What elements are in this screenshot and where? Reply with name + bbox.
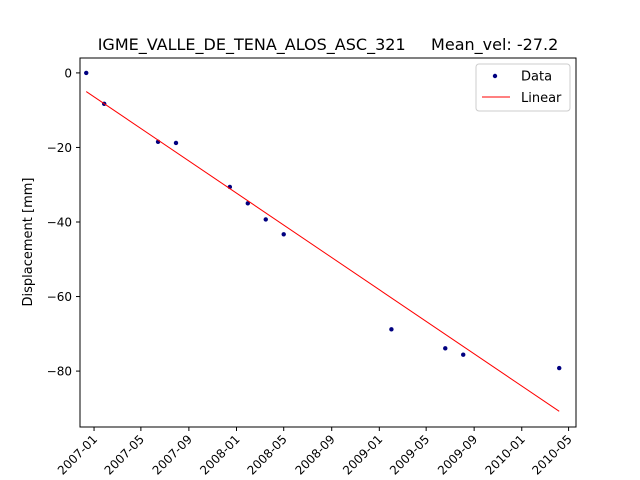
x-tick-label: 2008-09 <box>292 432 337 477</box>
data-point-11 <box>557 365 562 371</box>
y-tick-label: −40 <box>47 216 72 230</box>
y-axis-label: Displacement [mm] <box>21 178 36 307</box>
data-point-7 <box>281 232 286 237</box>
series-line-linear <box>85 91 560 412</box>
y-axis: 0 −20 −40 −60 −80 <box>47 66 80 379</box>
legend-marker-data <box>492 73 498 79</box>
plot-layer <box>84 70 562 412</box>
data-point-6 <box>263 217 268 222</box>
data-point-9 <box>443 346 448 351</box>
x-tick-label: 2009-05 <box>387 432 432 477</box>
legend-label-linear: Linear <box>521 91 562 106</box>
data-point-5 <box>245 201 250 206</box>
x-tick-label: 2008-01 <box>197 432 242 477</box>
data-point-8 <box>389 327 394 332</box>
x-tick-label: 2007-05 <box>102 432 147 477</box>
chart-title: IGME_VALLE_DE_TENA_ALOS_ASC_321 Mean_vel… <box>98 35 559 55</box>
legend-box <box>475 63 571 112</box>
data-point-0 <box>84 70 89 76</box>
legend-label-data: Data <box>521 70 552 85</box>
x-tick-label: 2009-09 <box>435 432 480 477</box>
x-tick-label: 2009-01 <box>340 432 385 477</box>
x-tick-label: 2010-01 <box>483 432 528 477</box>
y-tick-label: −80 <box>47 365 72 379</box>
data-point-10 <box>461 352 466 357</box>
y-tick-label: −60 <box>47 290 72 304</box>
data-point-3 <box>173 140 179 146</box>
x-tick-label: 2007-09 <box>150 432 195 477</box>
y-tick-label: 0 <box>64 66 72 80</box>
x-axis: 2007-01 2007-05 2007-09 2008-01 2008-05 2008-… <box>55 427 575 478</box>
y-tick-label: −20 <box>47 141 72 155</box>
plot-frame <box>79 57 577 428</box>
x-tick-label: 2008-05 <box>244 432 289 477</box>
x-tick-label: 2007-01 <box>55 432 100 477</box>
x-tick-label: 2010-05 <box>529 432 574 477</box>
legend: Data Linear <box>475 63 571 112</box>
